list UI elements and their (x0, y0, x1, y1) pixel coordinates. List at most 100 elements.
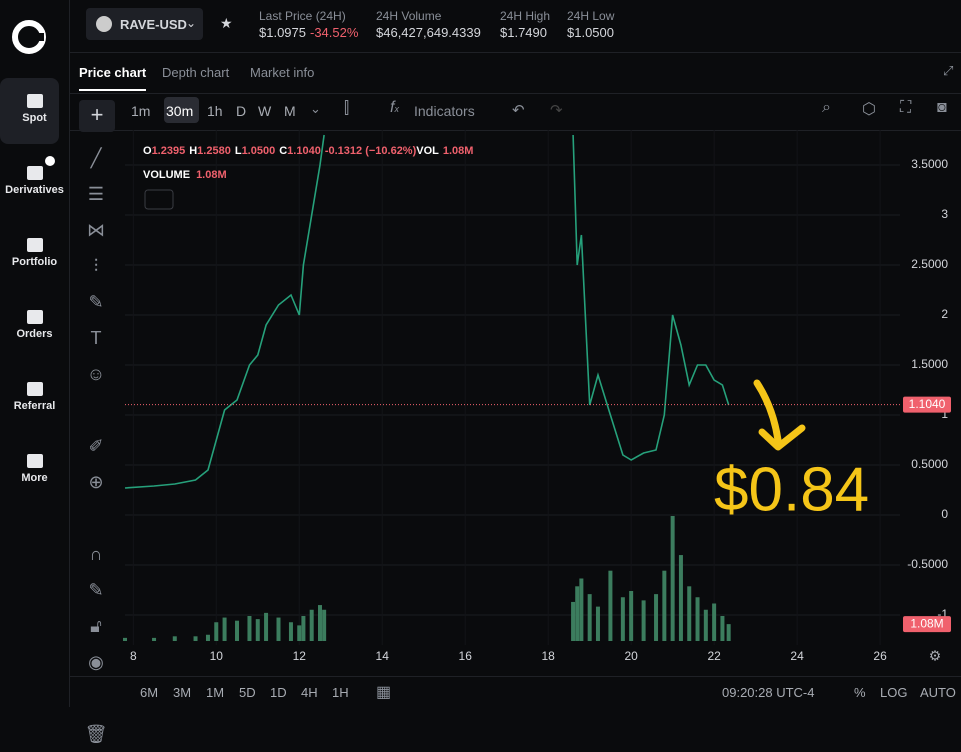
symbol: RAVE-USD (120, 17, 187, 32)
volume-bar (255, 619, 260, 641)
badge (45, 156, 55, 166)
gear: ⚙ (929, 648, 942, 664)
legend-volume: VOLUME (143, 169, 190, 181)
x-tick-label: 26 (873, 649, 887, 663)
x-tick-label: 16 (459, 649, 473, 663)
x-tick-label: 24 (790, 649, 804, 663)
arrow-head (758, 424, 806, 451)
stat-change: -34.52% (310, 25, 359, 40)
legend-l-val: 1.0500 (242, 145, 276, 157)
volume-bar (205, 634, 210, 641)
interval-active (164, 97, 199, 123)
price-tag-label: 1.1040 (909, 397, 946, 411)
volume-bar (264, 612, 269, 641)
volume-legend: VOLUME 1.08M (143, 169, 227, 181)
volume-bar (309, 609, 314, 641)
auto[interactable]: AUTO (920, 685, 956, 700)
nav-label: Derivatives (5, 184, 64, 196)
volume-tag (903, 616, 951, 633)
range[interactable]: 6M (140, 685, 159, 700)
nav-item[interactable]: Spot (0, 94, 69, 124)
legend-vol-val: 1.08M (443, 145, 474, 157)
volume-bar (620, 597, 625, 641)
y-tick-label: 0.5000 (911, 457, 948, 471)
volume-bar (587, 594, 592, 641)
volume-bar (317, 605, 322, 641)
volume-bar (247, 616, 252, 641)
y-tick-label: 0 (941, 507, 948, 521)
x-tick-label: 14 (376, 649, 390, 663)
x-tick-label: 22 (707, 649, 721, 663)
legend-o: O (143, 145, 152, 157)
active-nav-bg (0, 78, 59, 144)
volume-bar (670, 516, 675, 641)
stat-value: $46,427,649.4339 (376, 25, 481, 40)
volume-bar (595, 606, 600, 641)
tab[interactable]: Price chart (79, 65, 147, 91)
interval[interactable]: 30m (166, 103, 194, 119)
volume-bar (629, 591, 634, 641)
ohlc-legend: O1.2395 H1.2580 L1.0500 C1.1040 -0.1312 (−10… (143, 145, 473, 157)
stat-value: $1.0500 (567, 25, 614, 40)
indicators[interactable]: Indicators (414, 103, 475, 119)
nav-label: More (21, 472, 48, 484)
symbol-button[interactable]: RAVE-USD ⌄ (86, 8, 203, 40)
nav-item[interactable]: Referral (0, 382, 69, 412)
volume-bar (695, 597, 700, 641)
volume-bar (322, 609, 327, 641)
range[interactable]: 4H (301, 685, 318, 700)
range[interactable]: 1H (332, 685, 349, 700)
volume-bar (152, 637, 157, 641)
nav-item[interactable]: Derivatives (0, 166, 69, 196)
x-tick-label: 20 (624, 649, 638, 663)
legend-c-val: 1.1040 (287, 145, 321, 157)
x-tick-label: 12 (293, 649, 307, 663)
range[interactable]: 1D (270, 685, 287, 700)
y-tick-label: -0.5000 (907, 557, 948, 571)
y-tick-label: 2 (941, 307, 948, 321)
interval[interactable]: 1m (131, 103, 151, 119)
nav-item[interactable]: Portfolio (0, 238, 69, 268)
toolbar: + ⌄ ⫿ fx Indicators ↶ ↷ ⌕ ⬡ ⛶ ◙ 1m 30m 1h D W M (70, 94, 961, 132)
y-tick-label: 3 (941, 207, 948, 221)
interval[interactable]: W (258, 103, 272, 119)
crosshair-tool[interactable]: + (79, 100, 115, 132)
nav-item[interactable]: Orders (0, 310, 69, 340)
volume-bar (579, 578, 584, 641)
stat-value: $1.7490 (500, 25, 547, 40)
interval[interactable]: D (236, 103, 247, 119)
top-bar: RAVE-USD ⌄ ★ Last Price (24H) $1.0975 -34.… (70, 0, 961, 53)
star[interactable]: ★ (220, 15, 233, 31)
volume-bar (654, 594, 659, 641)
tab[interactable]: Depth chart (162, 65, 230, 80)
volume-bar (662, 570, 667, 641)
volume-bar (720, 616, 725, 641)
interval[interactable]: M (284, 103, 296, 119)
x-tick-label: 8 (130, 649, 137, 663)
volume-bar (172, 636, 177, 641)
volume-bar (288, 622, 293, 641)
volume-bar (678, 555, 683, 641)
volume-bar (608, 570, 613, 641)
collapse-button[interactable] (144, 189, 174, 210)
tab[interactable]: Market info (250, 65, 315, 80)
x-tick-label: 10 (210, 649, 224, 663)
volume-bar (123, 637, 127, 641)
clock: 09:20:28 UTC-4 (722, 685, 815, 700)
nav-label: Referral (13, 400, 56, 412)
price-line (124, 134, 730, 489)
annotation: $0.84 (714, 455, 869, 524)
stat-label: Last Price (24H) (259, 9, 346, 23)
volume-tag-label: 1.08M (910, 616, 943, 630)
volume-bar (641, 600, 646, 641)
nav-item[interactable]: More (0, 454, 69, 484)
y-tick-label: 2.5000 (911, 257, 948, 271)
volume-bar (193, 636, 198, 641)
range[interactable]: 3M (173, 685, 192, 700)
volume-bar (297, 625, 302, 641)
range[interactable]: 5D (239, 685, 256, 700)
interval[interactable]: 1h (207, 103, 223, 119)
log[interactable]: LOG (880, 685, 908, 700)
range[interactable]: 1M (206, 685, 225, 700)
percent[interactable]: % (854, 685, 866, 700)
